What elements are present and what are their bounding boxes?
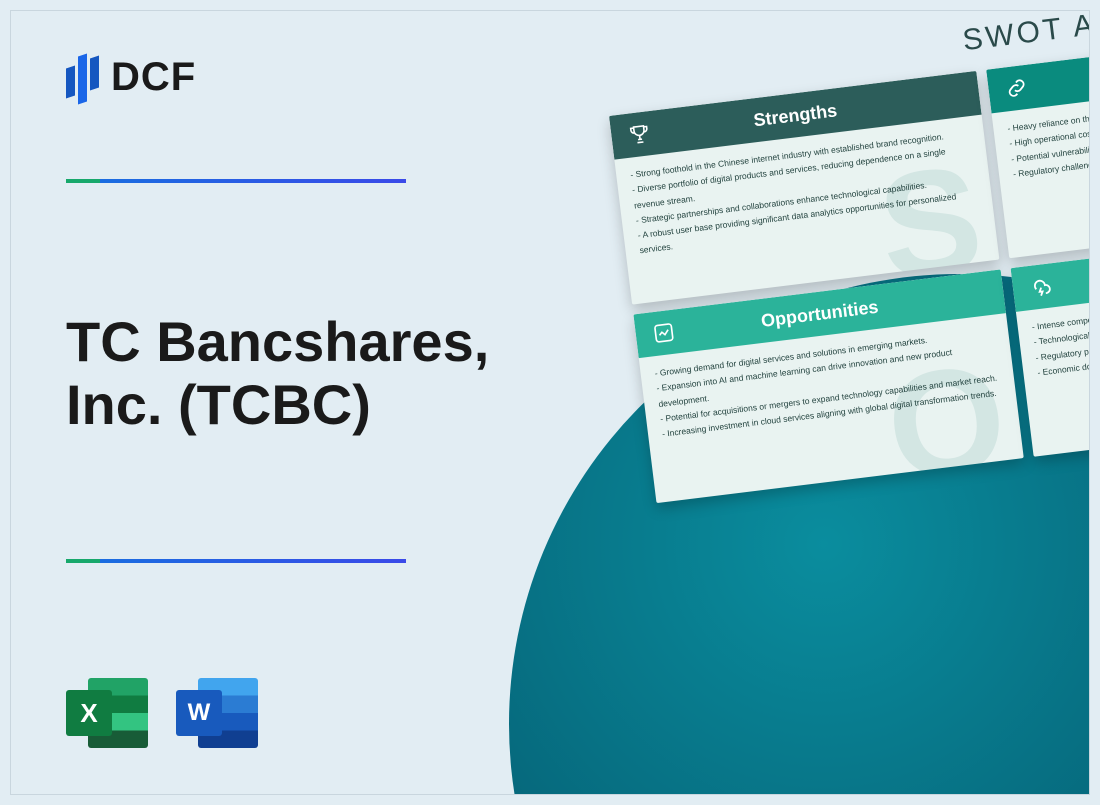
swot-card-strengths: Strengths S Strong foothold in the Chine… xyxy=(609,71,999,305)
app-icons-row: X W xyxy=(66,672,258,754)
word-icon: W xyxy=(176,672,258,754)
storm-icon xyxy=(1025,271,1056,302)
divider-top xyxy=(66,179,406,183)
logo-text: DCF xyxy=(111,55,196,100)
swot-grid: Strengths S Strong foothold in the Chine… xyxy=(609,33,1090,503)
swot-label-strengths: Strengths xyxy=(752,100,838,131)
card-frame: DCF TC Bancshares, Inc. (TCBC) X W SWOT … xyxy=(10,10,1090,795)
divider-bottom xyxy=(66,559,406,563)
swot-label-opportunities: Opportunities xyxy=(760,296,880,331)
excel-icon: X xyxy=(66,672,148,754)
swot-card-weaknesses: Heavy reliance on the domestic High oper… xyxy=(986,25,1090,259)
swot-heading: SWOT ANALYSIS xyxy=(961,10,1090,58)
excel-letter: X xyxy=(66,690,112,736)
chart-icon xyxy=(648,317,679,348)
page-title: TC Bancshares, Inc. (TCBC) xyxy=(66,311,546,436)
word-letter: W xyxy=(176,690,222,736)
logo-bars-icon xyxy=(66,51,99,103)
swot-panel: SWOT ANALYSIS Strengths S Strong foothol… xyxy=(609,33,1090,503)
brand-logo: DCF xyxy=(66,51,196,103)
link-icon xyxy=(1001,73,1032,104)
swot-card-threats: Intense competition Technological disrup… xyxy=(1011,223,1090,457)
trophy-icon xyxy=(624,119,655,150)
